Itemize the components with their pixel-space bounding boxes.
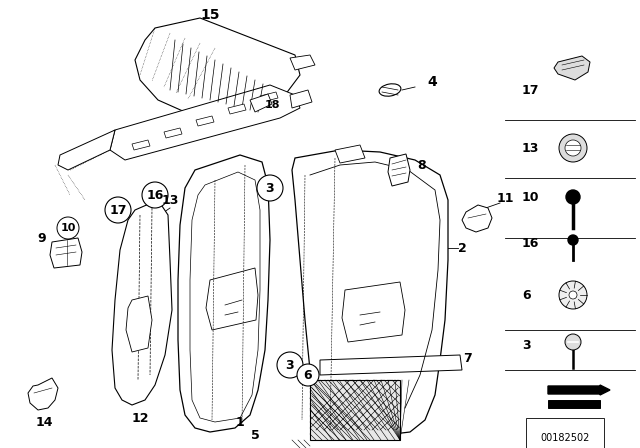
Text: 1: 1	[236, 415, 244, 428]
Circle shape	[568, 235, 578, 245]
Text: 12: 12	[131, 412, 148, 425]
Bar	[310, 380, 400, 440]
Polygon shape	[132, 140, 150, 150]
Polygon shape	[135, 18, 300, 120]
Polygon shape	[290, 55, 315, 70]
Text: 9: 9	[38, 232, 46, 245]
Text: 6: 6	[304, 369, 312, 382]
Text: 4: 4	[427, 75, 437, 89]
Text: 13: 13	[522, 142, 540, 155]
Text: 16: 16	[522, 237, 540, 250]
Ellipse shape	[379, 84, 401, 96]
Polygon shape	[548, 400, 600, 408]
Polygon shape	[320, 355, 462, 375]
Text: 17: 17	[109, 203, 127, 216]
Circle shape	[559, 134, 587, 162]
Polygon shape	[554, 56, 590, 80]
Text: 18: 18	[264, 100, 280, 110]
Circle shape	[257, 175, 283, 201]
Text: 3: 3	[285, 358, 294, 371]
Text: 2: 2	[458, 241, 467, 254]
Circle shape	[105, 197, 131, 223]
Circle shape	[566, 190, 580, 204]
Circle shape	[565, 140, 581, 156]
Circle shape	[559, 281, 587, 309]
Polygon shape	[260, 92, 278, 102]
Text: 10: 10	[60, 223, 76, 233]
Polygon shape	[28, 378, 58, 410]
Text: 10: 10	[522, 190, 540, 203]
Circle shape	[142, 182, 168, 208]
Polygon shape	[462, 205, 492, 232]
Polygon shape	[292, 150, 448, 435]
Polygon shape	[164, 128, 182, 138]
Text: 8: 8	[418, 159, 426, 172]
Circle shape	[569, 291, 577, 299]
Polygon shape	[228, 104, 246, 114]
Text: 7: 7	[463, 352, 472, 365]
Text: 13: 13	[161, 194, 179, 207]
Polygon shape	[250, 94, 272, 112]
Polygon shape	[335, 145, 365, 163]
Circle shape	[565, 334, 581, 350]
Polygon shape	[50, 238, 82, 268]
Text: 11: 11	[496, 191, 514, 204]
Text: 16: 16	[147, 189, 164, 202]
Text: 5: 5	[251, 428, 259, 441]
Circle shape	[57, 217, 79, 239]
Circle shape	[277, 352, 303, 378]
Text: 15: 15	[200, 8, 220, 22]
Text: 6: 6	[522, 289, 531, 302]
Text: 3: 3	[266, 181, 275, 194]
Text: 00182502: 00182502	[540, 433, 589, 443]
Polygon shape	[196, 116, 214, 126]
Text: 3: 3	[522, 339, 531, 352]
Polygon shape	[290, 90, 312, 108]
Polygon shape	[178, 155, 270, 432]
Circle shape	[297, 364, 319, 386]
Polygon shape	[58, 130, 115, 170]
FancyArrow shape	[548, 385, 610, 395]
Polygon shape	[110, 85, 300, 160]
Polygon shape	[126, 296, 152, 352]
Text: 17: 17	[522, 83, 540, 96]
Polygon shape	[388, 154, 410, 186]
Polygon shape	[112, 200, 172, 405]
Text: 14: 14	[35, 415, 52, 428]
